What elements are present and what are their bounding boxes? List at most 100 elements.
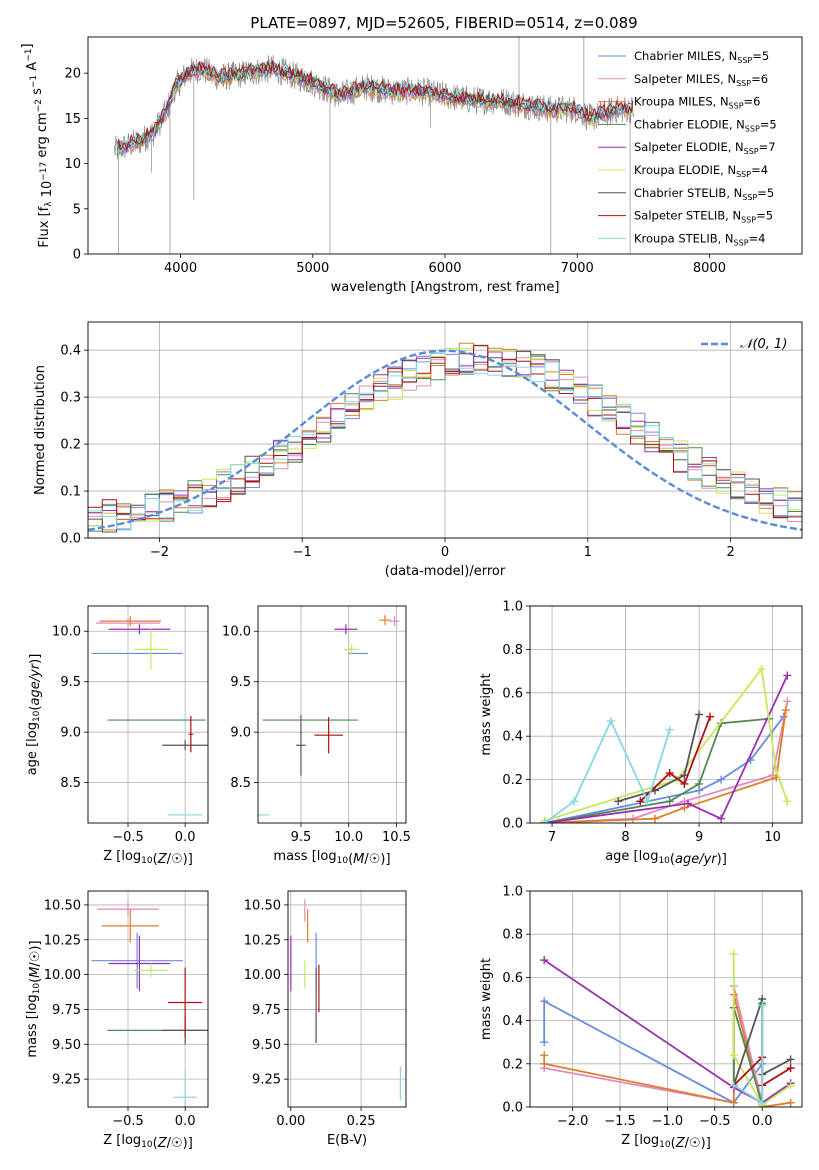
chart-mass_vs_ebv: 0.00 0.25 9.25 9.50 9.75 10.00 10.25 10.50 E(B-V… [244,890,407,1148]
label-part: wavelength [Angstrom, rest frame] [331,280,560,295]
weight-marker-kroupa_stelib [570,797,579,806]
weight-marker-kroupa_miles [540,1059,549,1068]
y-tick-label: 9.25 [252,1073,281,1088]
label-part: ( [348,852,353,867]
legend-tail: =7 [759,140,776,154]
label-part: Z [ [621,1133,639,1148]
legend-sub: SSP [736,79,751,88]
weight-marker-salpeter_stelib [706,712,715,721]
weight-marker-kroupa_stelib [665,725,674,734]
weight-line-kroupa_elodie [732,953,792,1107]
x-tick-label: 0.0 [752,1114,773,1129]
label-part: M [353,852,364,867]
weight-line-salpeter_stelib [639,716,711,802]
x-tick-label: −2 [150,545,169,560]
legend-label: Chabrier MILES, N [634,49,737,63]
legend-label: Kroupa ELODIE, N [634,163,736,177]
label-part: / [167,852,172,867]
label-part: Z [157,1136,168,1151]
normal-curve [88,349,802,531]
y-tick-label: 10.00 [244,968,281,983]
y-tick-label: 0.0 [502,1101,523,1116]
legend-tail: =5 [756,209,773,223]
legend-label: Salpeter ELODIE, N [634,140,744,154]
legend-entry: Chabrier ELODIE, NSSP=5 [634,117,777,133]
x-axis-label: E(B-V) [327,1133,367,1148]
y-axis-label: Normed distribution [33,365,48,495]
x-axis-label: wavelength [Angstrom, rest frame] [331,280,560,295]
y-tick-label: 9.75 [252,1003,281,1018]
weight-marker-salpeter_elodie [717,814,726,823]
label-part: ( [671,1136,676,1151]
label-part: log [121,849,141,864]
weight-marker-kroupa_miles [540,1051,549,1060]
legend-sub: SSP [734,238,749,247]
x-tick-label: 10 [764,830,781,845]
axes-frame [87,890,209,1108]
axes-frame [87,321,803,539]
x-axis-label: Z [log10(Z/☉)] [103,1133,193,1151]
label-part: log [639,849,659,864]
weight-marker-chabrier_stelib [695,710,704,719]
y-tick-label: 0.8 [502,643,523,658]
label-part: log [25,994,40,1014]
label-part: A [25,62,40,75]
label-part: log [121,1133,141,1148]
weight-marker-kroupa_stelib [606,717,615,726]
chart-spectrum: 4000 5000 6000 7000 8000 0 5 10 15 20 Chabrier MIL… [20,36,803,295]
weight-marker-kroupa_miles [729,1098,738,1107]
y-tick-label: 10.50 [44,898,81,913]
x-tick-label: 1 [584,545,592,560]
weight-marker-salpeter_stelib [680,779,689,788]
weight-marker-chabrier_stelib [786,1055,795,1064]
x-tick-label: 9 [695,830,703,845]
label-part: mass weight [479,958,494,1040]
x-tick-label: 0 [441,545,449,560]
label-part: log [317,849,337,864]
weight-marker-kroupa_elodie [786,1081,795,1090]
y-axis-label: Flux [fλ 10−17 erg cm−2 s−1 A−1] [20,43,55,247]
weight-marker-kroupa_stelib [758,1098,767,1107]
label-part: ( [28,706,43,711]
plot-area [114,37,635,254]
x-tick-label: 7000 [561,261,594,276]
label-part: Z [ [103,849,121,864]
y-tick-label: 9.25 [52,1073,81,1088]
label-part: mass weight [479,673,494,755]
weight-marker-chabrier_elodie [665,797,674,806]
y-tick-label: 9.50 [52,1038,81,1053]
label-part: −1 [24,49,34,62]
weight-marker-salpeter_stelib [786,1064,795,1073]
weight-marker-salpeter_stelib [636,797,645,806]
y-tick-label: 10.00 [44,968,81,983]
weight-line-salpeter_elodie [543,959,792,1104]
label-part: age [ [605,849,638,864]
weight-marker-chabrier_stelib [614,797,623,806]
y-tick-label: 10.0 [52,625,81,640]
label-part: )] [717,852,727,867]
y-tick-label: 0.6 [502,686,523,701]
label-part: ( [153,1136,158,1151]
plot-area [290,899,401,1101]
label-part: / [28,962,43,967]
y-tick-label: 9.0 [60,726,81,741]
x-tick-label: 4000 [164,261,197,276]
y-tick-label: 5 [73,202,81,217]
label-part: 10 [337,856,349,866]
weight-marker-chabrier_miles [717,775,726,784]
weight-marker-salpeter_elodie [684,799,693,808]
legend-label: Chabrier ELODIE, N [634,117,745,131]
y-tick-label: 1.0 [502,600,523,615]
label-part: ] [20,43,35,48]
label-part: ☉)] [369,852,391,867]
weight-marker-salpeter_miles [783,697,792,706]
legend-sub: SSP [736,170,751,179]
plot-area [540,949,795,1107]
weight-marker-kroupa_stelib [729,1081,738,1090]
x-tick-label: 6000 [428,261,461,276]
x-tick-label: −0.5 [112,1114,144,1129]
label-part: E(B-V) [327,1133,367,1148]
legend-label: Chabrier STELIB, N [634,186,742,200]
x-tick-label: −0.5 [699,1114,731,1129]
legend-sub: SSP [737,56,752,65]
